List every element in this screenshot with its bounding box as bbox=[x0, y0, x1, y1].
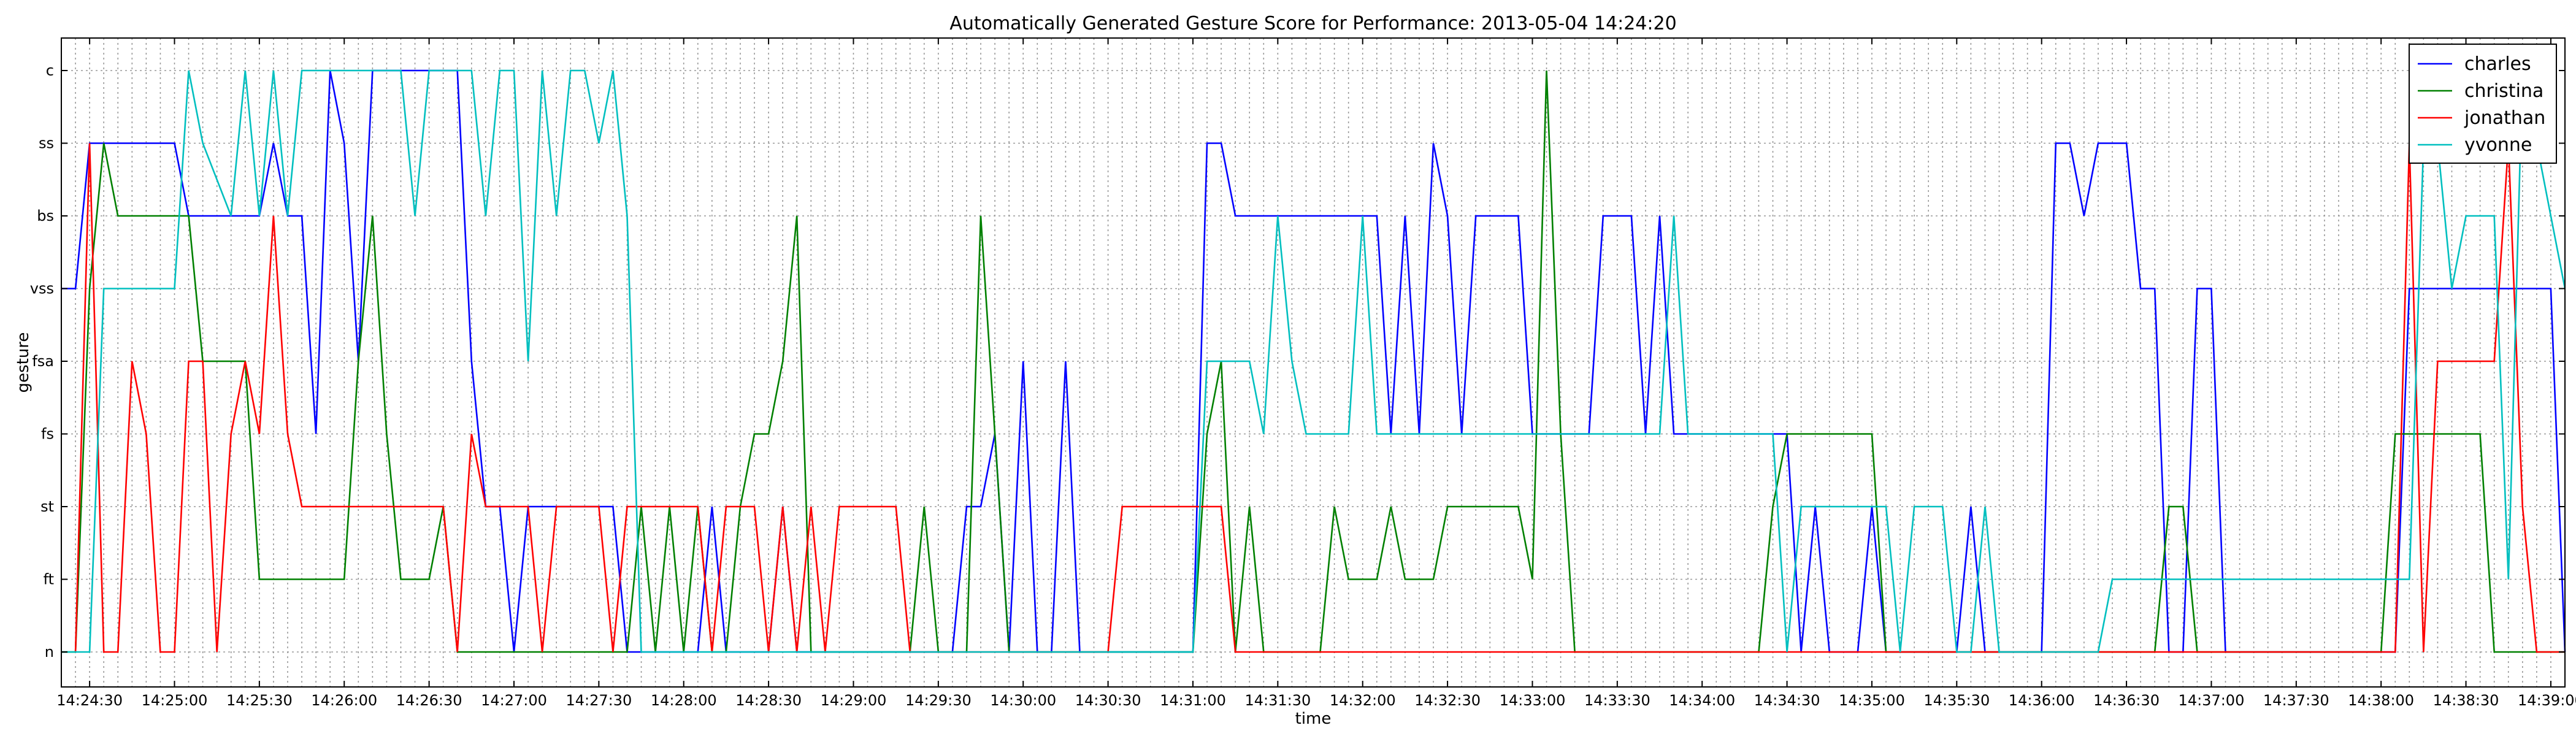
x-tick-label: 14:30:00 bbox=[990, 692, 1056, 709]
x-tick-label: 14:33:30 bbox=[1584, 692, 1650, 709]
x-tick-label: 14:37:30 bbox=[2263, 692, 2329, 709]
x-tick-label: 14:33:00 bbox=[1500, 692, 1566, 709]
x-tick-label: 14:25:30 bbox=[226, 692, 293, 709]
y-axis-label: gesture bbox=[14, 332, 33, 393]
plot-frame bbox=[61, 37, 2566, 688]
x-axis-ticks: 14:24:30 14:25:00 14:25:30 14:26:00 14:26:30… bbox=[56, 38, 2576, 709]
series-line-yvonne bbox=[61, 69, 2566, 653]
y-tick-label: fs bbox=[41, 426, 54, 443]
x-tick-label: 14:24:30 bbox=[56, 692, 123, 709]
y-tick-label: ss bbox=[39, 135, 54, 152]
y-axis-ticks: n ft st fs fsa vss bs ss c bbox=[30, 62, 2565, 661]
legend-label-charles: charles bbox=[2464, 53, 2531, 75]
x-tick-label: 14:28:30 bbox=[735, 692, 802, 709]
x-tick-label: 14:28:00 bbox=[651, 692, 717, 709]
y-tick-label: n bbox=[45, 643, 54, 661]
series-lines bbox=[61, 69, 2566, 653]
legend-label-christina: christina bbox=[2464, 80, 2543, 102]
series-line-jonathan bbox=[74, 143, 2565, 653]
x-tick-label: 14:34:30 bbox=[1754, 692, 1820, 709]
x-tick-label: 14:35:00 bbox=[1839, 692, 1905, 709]
y-tick-label: ft bbox=[44, 571, 54, 588]
series-line-christina bbox=[61, 70, 2565, 653]
y-tick-label: fsa bbox=[32, 353, 54, 370]
x-tick-label: 14:29:30 bbox=[905, 692, 972, 709]
x-axis-label: time bbox=[1295, 710, 1332, 728]
x-tick-label: 14:36:30 bbox=[2093, 692, 2160, 709]
x-tick-label: 14:36:00 bbox=[2009, 692, 2075, 709]
x-tick-label: 14:25:00 bbox=[142, 692, 208, 709]
x-tick-label: 14:26:00 bbox=[311, 692, 377, 709]
x-tick-label: 14:29:00 bbox=[821, 692, 887, 709]
x-tick-label: 14:27:30 bbox=[565, 692, 632, 709]
y-tick-label: st bbox=[40, 498, 54, 515]
x-tick-label: 14:35:30 bbox=[1923, 692, 1990, 709]
y-tick-label: bs bbox=[37, 207, 54, 224]
x-tick-label: 14:38:00 bbox=[2348, 692, 2414, 709]
y-tick-label: c bbox=[46, 62, 54, 79]
legend-label-jonathan: jonathan bbox=[2464, 107, 2545, 129]
x-tick-label: 14:39:00 bbox=[2518, 692, 2576, 709]
x-tick-label: 14:30:30 bbox=[1075, 692, 1141, 709]
grid bbox=[61, 38, 2565, 687]
x-tick-label: 14:34:00 bbox=[1669, 692, 1735, 709]
x-tick-label: 14:38:30 bbox=[2433, 692, 2499, 709]
x-tick-label: 14:32:30 bbox=[1414, 692, 1481, 709]
x-tick-label: 14:27:00 bbox=[481, 692, 547, 709]
chart-title: Automatically Generated Gesture Score fo… bbox=[949, 13, 1676, 34]
series-line-charles bbox=[61, 69, 2566, 653]
legend: charles christina jonathan yvonne bbox=[2409, 44, 2557, 164]
x-tick-label: 14:37:00 bbox=[2179, 692, 2245, 709]
legend-label-yvonne: yvonne bbox=[2464, 134, 2532, 156]
x-tick-label: 14:32:00 bbox=[1330, 692, 1396, 709]
x-tick-label: 14:31:00 bbox=[1160, 692, 1226, 709]
x-tick-label: 14:26:30 bbox=[396, 692, 462, 709]
x-tick-label: 14:31:30 bbox=[1244, 692, 1311, 709]
y-tick-label: vss bbox=[30, 280, 54, 297]
